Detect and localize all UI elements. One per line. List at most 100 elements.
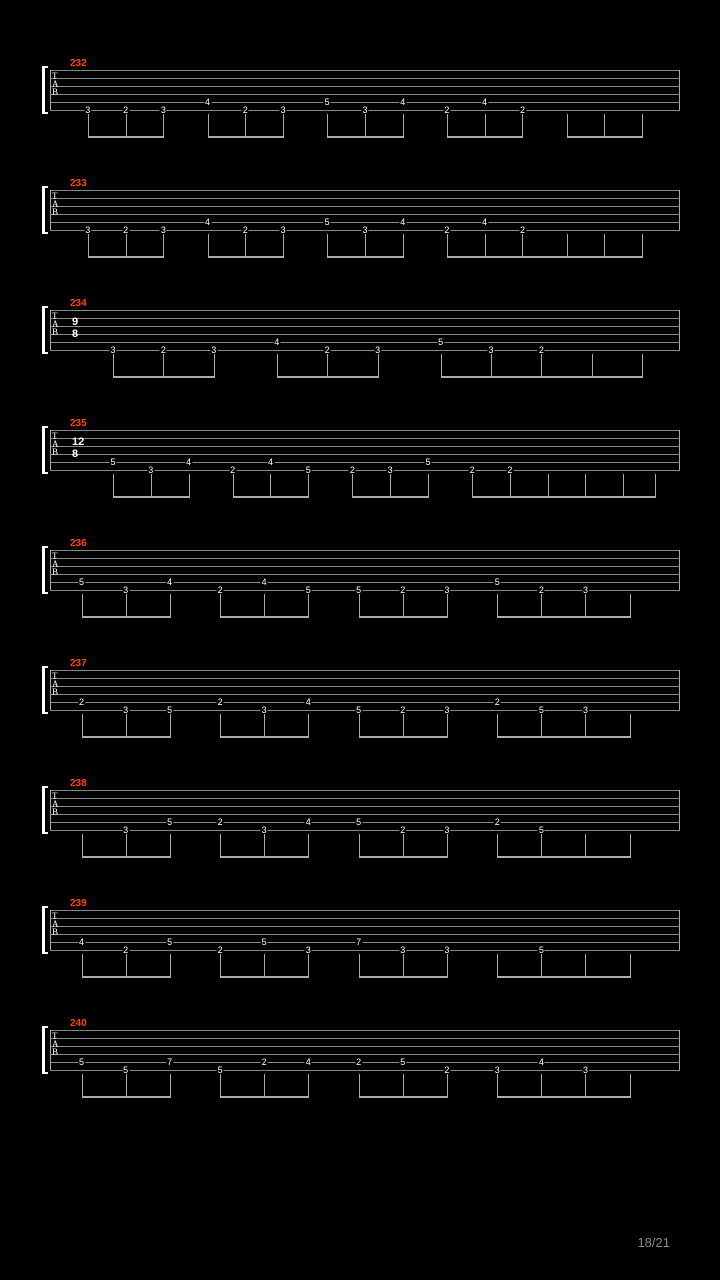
note-stem <box>245 234 246 258</box>
note-stem <box>113 354 114 378</box>
beam-group <box>220 720 308 738</box>
string-line <box>50 326 680 327</box>
note-stem <box>630 834 631 858</box>
note-stem <box>220 954 221 978</box>
barline <box>50 70 51 110</box>
beam-group <box>327 120 403 138</box>
note-stem <box>126 1074 127 1098</box>
barline <box>50 1030 51 1070</box>
note-stem <box>378 354 379 378</box>
barline <box>50 670 51 710</box>
note-stem <box>585 714 586 738</box>
fret-number: 2 <box>538 586 545 594</box>
barline <box>50 790 51 830</box>
fret-number: 4 <box>305 818 312 826</box>
measure: 235TAB12853424523522 <box>50 430 680 500</box>
beam-group <box>352 480 428 498</box>
note-stem <box>327 354 328 378</box>
string-line <box>50 350 680 351</box>
note-stem <box>567 234 568 258</box>
note-stem <box>359 834 360 858</box>
beam-row <box>50 600 680 618</box>
note-stem <box>497 1074 498 1098</box>
fret-number: 3 <box>160 226 167 234</box>
note-stem <box>163 354 164 378</box>
fret-number: 2 <box>349 466 356 474</box>
beam-bar <box>220 976 308 978</box>
fret-number: 4 <box>261 578 268 586</box>
beam-row <box>50 720 680 738</box>
note-stem <box>163 114 164 138</box>
beam-bar <box>497 616 629 618</box>
fret-number: 4 <box>78 938 85 946</box>
string-line <box>50 470 680 471</box>
beam-group <box>359 840 447 858</box>
fret-number: 2 <box>122 226 129 234</box>
measure-number: 233 <box>70 178 87 189</box>
beam-group <box>327 240 403 258</box>
beam-group <box>497 960 629 978</box>
fret-number: 5 <box>538 826 545 834</box>
fret-number: 2 <box>217 946 224 954</box>
fret-number: 7 <box>166 1058 173 1066</box>
fret-number: 5 <box>166 818 173 826</box>
note-stem <box>327 114 328 138</box>
staff-bracket <box>42 906 48 954</box>
note-stem <box>541 1074 542 1098</box>
note-stem <box>214 354 215 378</box>
tab-container: 232TAB323423534242233TAB323423534242234T… <box>0 70 720 1100</box>
fret-number: 4 <box>305 698 312 706</box>
fret-number: 3 <box>261 706 268 714</box>
barline <box>679 70 680 110</box>
string-line <box>50 438 680 439</box>
note-stem <box>170 714 171 738</box>
beam-bar <box>441 376 643 378</box>
fret-number: 5 <box>109 458 116 466</box>
note-stem <box>447 834 448 858</box>
note-stem <box>403 114 404 138</box>
tab-clef-label: TAB <box>52 672 59 696</box>
note-stem <box>264 1074 265 1098</box>
fret-number: 5 <box>78 1058 85 1066</box>
note-stem <box>264 834 265 858</box>
measure-number: 236 <box>70 538 87 549</box>
note-stem <box>541 954 542 978</box>
fret-number: 3 <box>122 706 129 714</box>
beam-group <box>82 840 170 858</box>
page-number: 18/21 <box>637 1235 670 1250</box>
fret-number: 4 <box>399 98 406 106</box>
string-line <box>50 86 680 87</box>
beam-bar <box>359 736 447 738</box>
note-stem <box>472 474 473 498</box>
beam-bar <box>352 496 428 498</box>
measure: 236TAB534245523523 <box>50 550 680 620</box>
beam-bar <box>472 496 655 498</box>
note-stem <box>126 114 127 138</box>
note-stem <box>642 354 643 378</box>
string-line <box>50 102 680 103</box>
fret-number: 3 <box>84 226 91 234</box>
fret-number: 5 <box>166 938 173 946</box>
staff-bracket <box>42 66 48 114</box>
staff-bracket <box>42 786 48 834</box>
string-line <box>50 566 680 567</box>
barline <box>679 430 680 470</box>
beam-bar <box>220 616 308 618</box>
fret-number: 5 <box>437 338 444 346</box>
fret-number: 5 <box>305 466 312 474</box>
note-stem <box>359 1074 360 1098</box>
fret-number: 3 <box>261 826 268 834</box>
measure-number: 239 <box>70 898 87 909</box>
measure: 234TAB98323423532 <box>50 310 680 380</box>
staff-bracket <box>42 666 48 714</box>
fret-number: 3 <box>374 346 381 354</box>
fret-number: 7 <box>355 938 362 946</box>
fret-number: 3 <box>387 466 394 474</box>
beam-bar <box>497 856 629 858</box>
note-stem <box>447 1074 448 1098</box>
string-line <box>50 934 680 935</box>
fret-number: 2 <box>506 466 513 474</box>
beam-bar <box>447 136 523 138</box>
note-stem <box>447 594 448 618</box>
note-stem <box>82 594 83 618</box>
